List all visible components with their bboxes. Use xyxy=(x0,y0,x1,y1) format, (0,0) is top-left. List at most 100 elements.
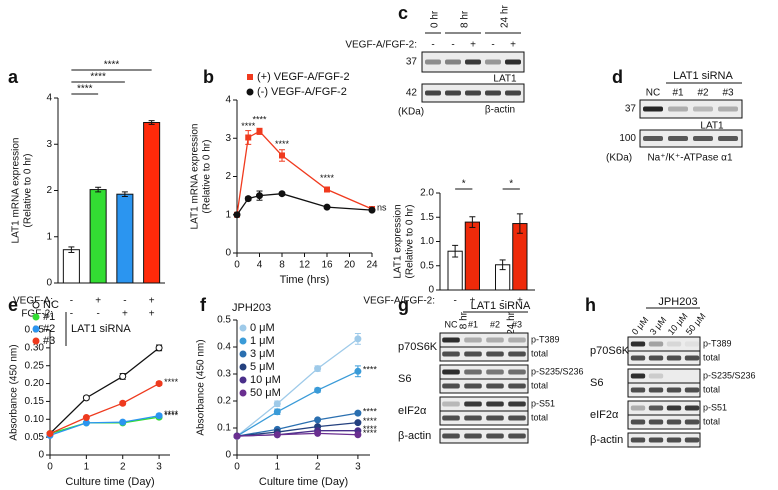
panel-label: e xyxy=(8,295,18,315)
panel-label: f xyxy=(200,295,207,315)
data-point xyxy=(323,203,331,211)
legend-marker xyxy=(247,74,253,80)
blot-band xyxy=(630,419,646,425)
legend-label: 0 μM xyxy=(250,322,275,334)
band-label: total xyxy=(703,352,720,362)
lane-label: 0 μM xyxy=(630,315,651,337)
band-label: total xyxy=(703,384,720,394)
x-tick-label: 0 xyxy=(47,462,53,473)
legend-marker xyxy=(246,88,254,96)
unit-label: (KDa) xyxy=(606,153,632,164)
x-axis-label: Culture time (Day) xyxy=(65,476,154,488)
series-line xyxy=(236,338,359,437)
data-point xyxy=(278,190,286,198)
series-line xyxy=(236,432,358,437)
blot-band xyxy=(684,387,700,393)
significance-label: **** xyxy=(104,60,120,71)
blot-band xyxy=(464,337,482,343)
legend-marker xyxy=(239,337,247,345)
data-point xyxy=(273,431,281,439)
data-point xyxy=(324,186,330,193)
x-axis-label: Culture time (Day) xyxy=(259,476,348,488)
treatment-sign: - xyxy=(453,296,456,307)
blot-band xyxy=(648,341,664,347)
lane-label: 3 μM xyxy=(648,315,669,337)
legend-group-label: LAT1 siRNA xyxy=(71,323,131,335)
lane-label: #1 xyxy=(672,88,684,99)
x-tick-label: 4 xyxy=(257,260,263,271)
blot-band xyxy=(442,401,460,407)
band-label: total xyxy=(531,380,548,390)
blot-box xyxy=(439,410,529,426)
data-point xyxy=(119,372,127,380)
x-tick-label: 16 xyxy=(321,260,333,271)
y-tick-label: 0.5 xyxy=(217,315,231,326)
blot-band xyxy=(630,387,646,393)
blot-band xyxy=(508,337,526,343)
significance-label: ns xyxy=(377,202,387,212)
blot-band xyxy=(718,106,738,112)
blot-band xyxy=(486,415,504,421)
y-tick-label: 3 xyxy=(225,133,231,144)
legend-marker xyxy=(239,350,247,358)
bar xyxy=(464,221,480,291)
y-tick-label: 0.5 xyxy=(420,260,434,271)
x-tick-label: 8 xyxy=(279,260,285,271)
blot-band xyxy=(668,106,688,112)
significance-label: **** xyxy=(363,428,378,438)
y-tick-label: 1.0 xyxy=(420,236,434,247)
blot-band xyxy=(666,419,682,425)
blot-band xyxy=(445,59,461,65)
data-point xyxy=(314,365,322,373)
data-point xyxy=(245,134,252,141)
condition-sign: + xyxy=(122,309,128,320)
data-point xyxy=(368,206,376,214)
lane-header: 0 hr xyxy=(430,10,441,28)
blot-box xyxy=(439,428,529,444)
lane-label: NC xyxy=(445,319,458,329)
protein-label: β-actin xyxy=(485,105,515,116)
blot-band xyxy=(648,387,664,393)
y-tick-label: 0.2 xyxy=(217,396,231,407)
y-tick-label: 0.05 xyxy=(25,432,45,443)
blot-band xyxy=(442,351,460,357)
significance-label: **** xyxy=(275,139,290,149)
condition-sign: + xyxy=(95,296,101,307)
data-point xyxy=(46,430,54,438)
blot-band xyxy=(630,373,646,379)
x-tick-label: 12 xyxy=(299,260,311,271)
data-point xyxy=(256,128,263,135)
legend-label: #3 xyxy=(43,335,55,347)
significance-label: **** xyxy=(363,424,378,434)
blot-band xyxy=(486,337,504,343)
panel-label: a xyxy=(8,67,19,87)
treatment-sign: + xyxy=(470,40,476,51)
condition-label: VEGF-A: xyxy=(13,296,53,307)
band-label: total xyxy=(531,412,548,422)
lane-label: #1 xyxy=(468,319,478,329)
data-point xyxy=(119,418,127,426)
y-tick-label: 0.3 xyxy=(217,369,231,380)
blot-band xyxy=(630,405,646,411)
panel-label: h xyxy=(585,295,596,315)
legend-label: 3 μM xyxy=(250,348,275,360)
legend-marker xyxy=(32,325,40,333)
y-tick-label: 4 xyxy=(225,95,231,106)
blot-band xyxy=(442,337,460,343)
series-line xyxy=(49,415,160,436)
blot-band xyxy=(445,90,461,96)
significance-label: **** xyxy=(363,407,378,417)
blot-band xyxy=(643,136,663,141)
blot-band xyxy=(648,437,664,443)
legend-marker xyxy=(239,389,247,397)
y-tick-label: 2.0 xyxy=(420,188,434,199)
y-tick-label: 2 xyxy=(46,185,52,196)
group-label: LAT1 siRNA xyxy=(471,300,531,312)
lane-label: #3 xyxy=(722,88,734,99)
x-tick-label: 1 xyxy=(84,462,90,473)
x-tick-label: 8 hr xyxy=(458,311,469,329)
treatment-sign: - xyxy=(431,40,434,51)
x-tick-label: 0 xyxy=(234,260,240,271)
data-point xyxy=(82,414,90,421)
